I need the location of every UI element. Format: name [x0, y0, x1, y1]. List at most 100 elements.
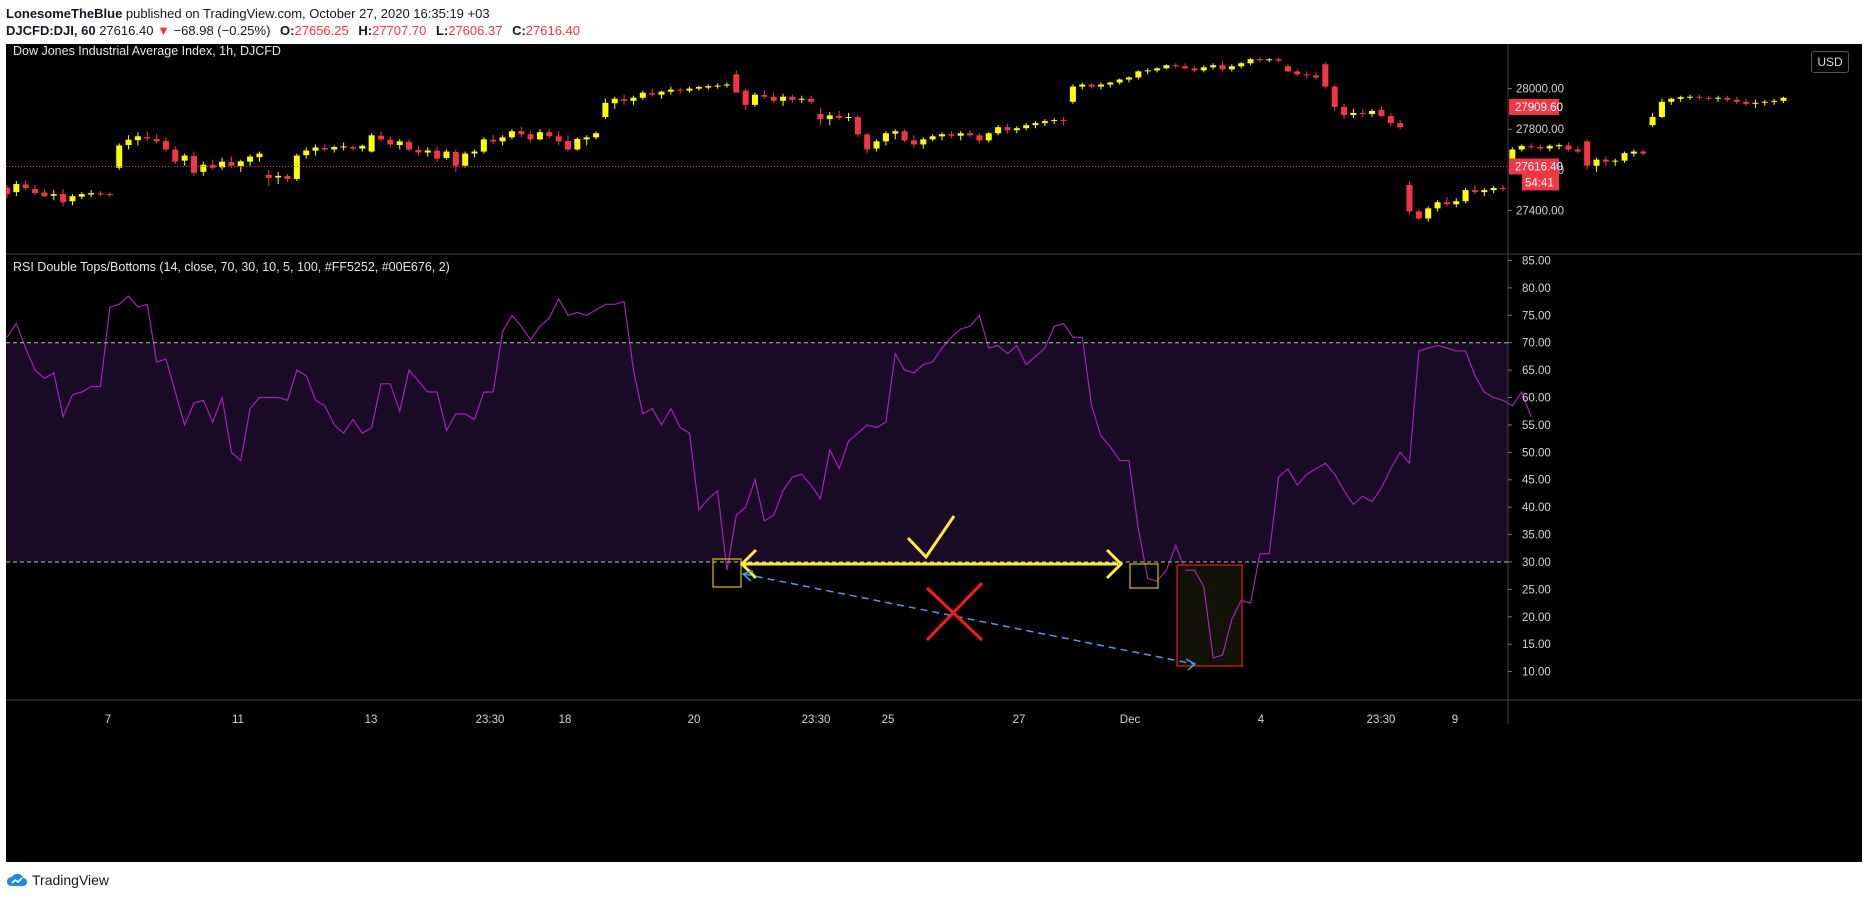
- candle: [723, 82, 730, 88]
- candle: [434, 146, 441, 162]
- candle-body: [976, 135, 983, 141]
- candle: [247, 154, 254, 166]
- candle: [826, 111, 833, 126]
- publish-line: LonesomeTheBlue published on TradingView…: [6, 6, 490, 21]
- price-tick-label: 28000.00: [1516, 84, 1564, 96]
- rsi-tick-label: 60.00: [1522, 393, 1551, 405]
- tradingview-logo[interactable]: TradingView: [6, 870, 109, 890]
- candle: [1369, 108, 1376, 118]
- first-bottom-box: [712, 558, 742, 588]
- candle-body: [574, 138, 581, 150]
- candle-body: [845, 117, 852, 119]
- candle-body: [1443, 202, 1450, 205]
- rsi-line: [6, 295, 1532, 659]
- candle-body: [1649, 117, 1656, 126]
- candle: [275, 171, 282, 184]
- chart-canvas[interactable]: 27400.0027600.0027800.0028000.0010.0015.…: [6, 44, 1862, 862]
- candle: [1574, 146, 1581, 154]
- candle-body: [284, 175, 291, 179]
- candle: [106, 192, 113, 198]
- candle-body: [1219, 65, 1226, 70]
- open-value: 27656.25: [294, 23, 349, 38]
- candle-body: [1369, 110, 1376, 114]
- candle-body: [1471, 190, 1478, 193]
- candle: [1500, 185, 1506, 192]
- candle-body: [1668, 98, 1675, 102]
- candle-body: [1453, 201, 1460, 205]
- candle: [808, 95, 815, 104]
- candle: [1471, 185, 1478, 195]
- candle: [1060, 117, 1067, 126]
- candle: [1331, 84, 1338, 111]
- candle: [1724, 95, 1731, 102]
- candle-body: [50, 194, 57, 196]
- candle-body: [1724, 97, 1731, 100]
- rsi-line-segment: [1185, 569, 1242, 659]
- candle-body: [939, 134, 945, 137]
- candle-body: [1658, 101, 1665, 118]
- candle: [1658, 98, 1665, 119]
- candle: [1387, 112, 1394, 127]
- candle-body: [882, 133, 889, 142]
- candle: [443, 149, 450, 160]
- candle: [78, 192, 85, 200]
- time-tick-label: 4: [1258, 714, 1265, 726]
- close-value: 27616.40: [525, 23, 581, 38]
- candle: [686, 86, 693, 93]
- author-name[interactable]: LonesomeTheBlue: [6, 6, 123, 21]
- candle: [602, 98, 609, 120]
- candle: [1406, 180, 1413, 215]
- candle: [1294, 69, 1301, 77]
- candle: [462, 151, 469, 168]
- candle: [761, 90, 768, 99]
- candle: [387, 136, 394, 148]
- candle-body: [518, 131, 525, 135]
- candle-body: [116, 145, 123, 168]
- cross-icon: [925, 586, 984, 642]
- arrow-right-head: [1105, 548, 1124, 580]
- candle: [901, 129, 908, 143]
- candle: [854, 115, 861, 138]
- candle-body: [920, 139, 927, 145]
- candle-body: [1191, 68, 1198, 71]
- candle: [1715, 95, 1722, 102]
- candle-body: [340, 146, 347, 148]
- candle-body: [378, 135, 384, 140]
- candle: [359, 144, 366, 152]
- candle-body: [1387, 116, 1394, 124]
- candle: [939, 132, 945, 141]
- candle: [892, 129, 899, 140]
- candle: [995, 125, 1002, 136]
- candle: [1088, 83, 1095, 89]
- candle: [153, 134, 160, 144]
- candle: [1313, 72, 1319, 80]
- candle: [415, 145, 422, 156]
- candle: [705, 84, 712, 90]
- candle: [1256, 57, 1263, 63]
- candle-body: [649, 93, 656, 95]
- brand-name: TradingView: [32, 872, 110, 888]
- candle: [1079, 82, 1086, 90]
- candle-body: [406, 141, 413, 150]
- candle: [13, 180, 20, 197]
- time-tick-label: 9: [1452, 714, 1458, 726]
- candle: [1649, 112, 1656, 128]
- close-label: C:: [512, 23, 526, 38]
- rsi-tick-label: 35.00: [1522, 530, 1551, 542]
- candle: [649, 88, 656, 97]
- candle: [882, 131, 889, 146]
- candle: [97, 191, 104, 197]
- candle: [368, 133, 375, 153]
- candle-body: [1116, 79, 1123, 83]
- currency-button[interactable]: USD: [1811, 51, 1849, 73]
- candle-body: [948, 134, 955, 136]
- candle: [1041, 119, 1048, 127]
- candle-body: [1331, 86, 1338, 107]
- candle-body: [1434, 202, 1441, 209]
- candle-body: [1032, 123, 1039, 126]
- time-tick-label: 20: [688, 714, 701, 726]
- candle: [321, 144, 328, 152]
- candle-body: [1247, 59, 1254, 64]
- candle-body: [1537, 147, 1544, 149]
- candle: [1630, 149, 1637, 157]
